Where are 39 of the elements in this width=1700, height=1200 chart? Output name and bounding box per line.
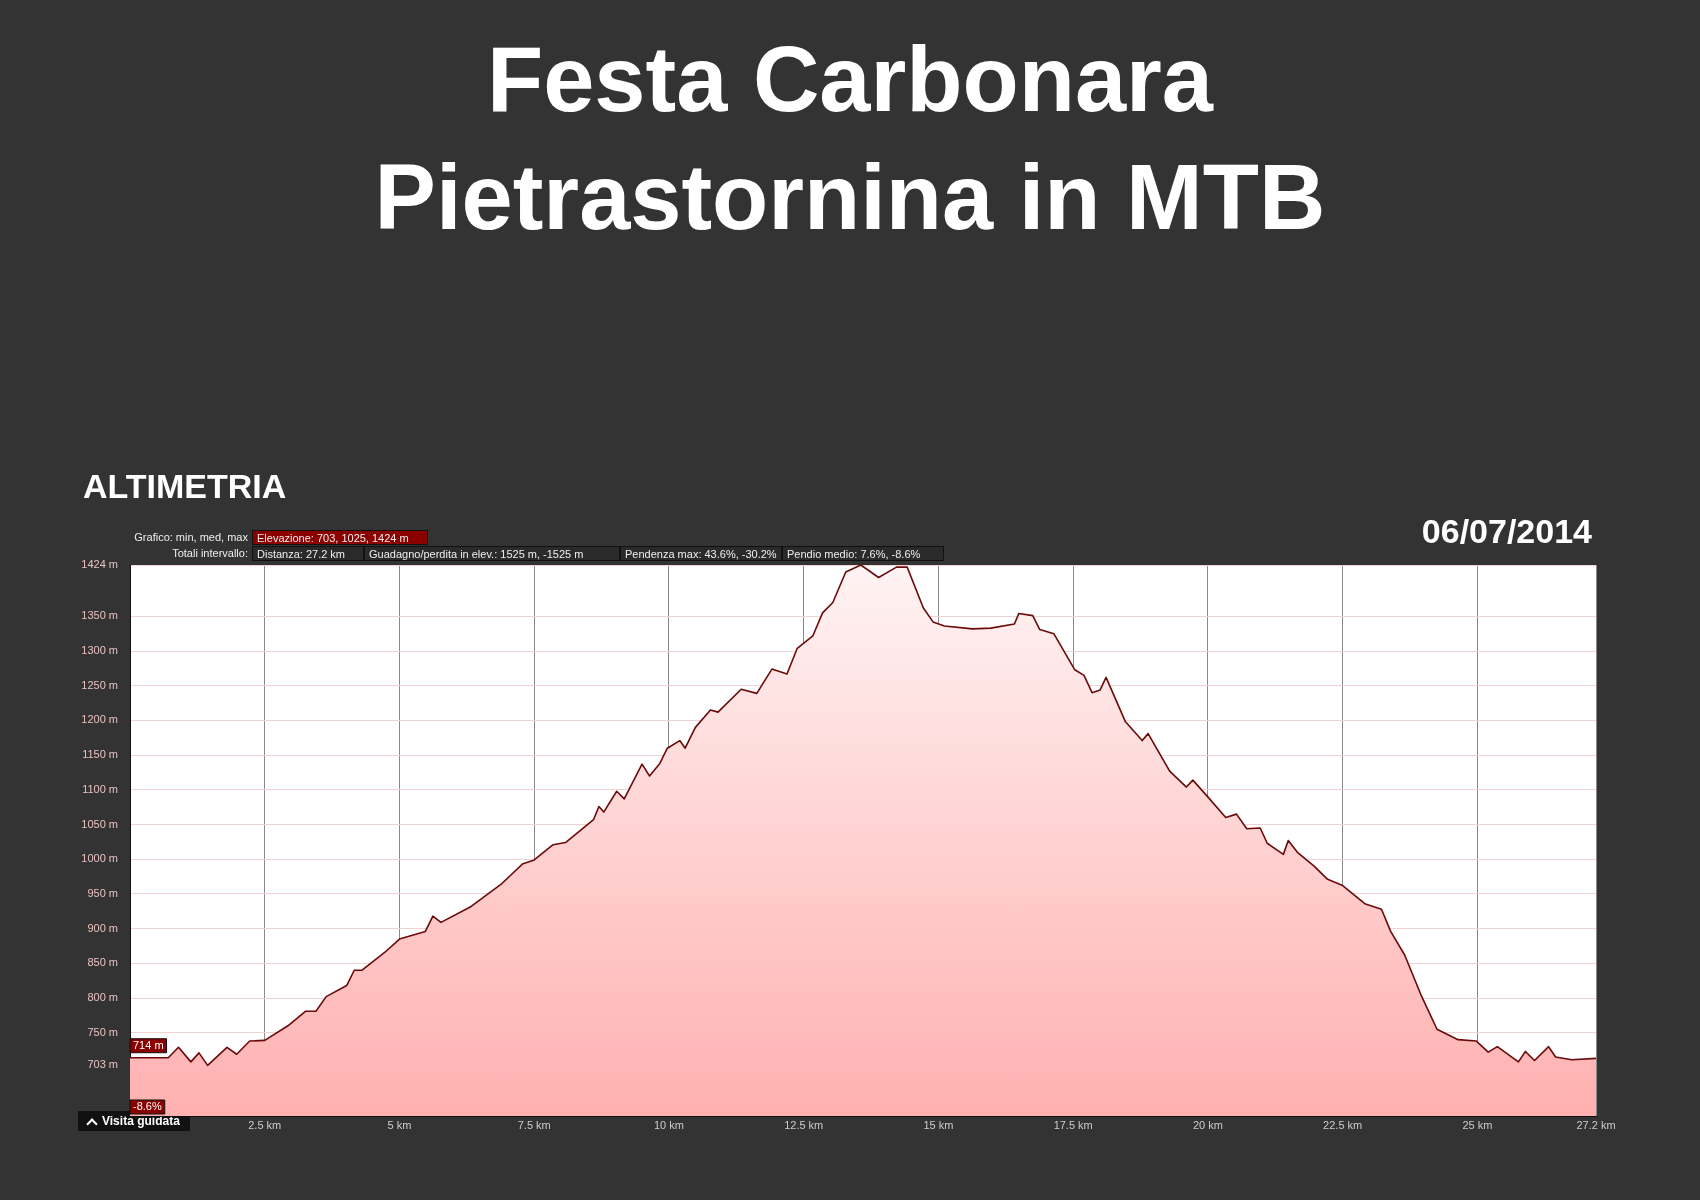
y-tick-label: 1050 m [81,817,118,830]
x-tick-label: 5 km [387,1118,412,1131]
text: 06/07/2014 [1421,512,1592,551]
text: Totali intervallo: [172,547,248,559]
annotation: -8.6% [133,1100,162,1113]
y-tick-label: 1150 m [82,748,118,761]
x-tick-label: 7.5 km [517,1118,551,1131]
y-tick-label: 1250 m [81,678,118,691]
annotation: Visita guidata [102,1114,180,1128]
x-tick-label: 20 km [1192,1118,1223,1131]
y-tick-label: 1300 m [81,644,118,657]
y-tick-label: 1424 m [81,558,118,571]
y-tick-label: 750 m [87,1025,118,1038]
text: Pendio medio: 7.6%, -8.6% [782,546,944,561]
chart-subtitle: ALTIMETRIA [83,467,287,506]
x-tick-label: 10 km [653,1118,684,1131]
y-tick-label: 1000 m [81,852,118,865]
y-tick-label: 850 m [87,956,118,969]
text: Grafico: min, med, max [133,530,249,545]
y-tick-label: 800 m [87,991,118,1004]
annotation: 714 m [133,1038,164,1051]
y-tick-label: 900 m [87,921,118,934]
text: Guadagno/perdita in elev.: 1525 m, -1525 m [364,546,620,561]
x-tick-label: 25 km [1462,1118,1493,1131]
x-tick-label: 17.5 km [1053,1118,1093,1131]
text: Pendenza max: 43.6%, -30.2% [620,546,782,561]
y-tick-label: 1100 m [82,782,118,795]
text: Distanza: 27.2 km [252,546,364,561]
x-tick-label: 2.5 km [248,1118,282,1131]
text: Elevazione: 703, 1025, 1424 m [252,530,428,545]
x-tick-label: 15 km [923,1118,954,1131]
x-tick-label: 12.5 km [784,1118,824,1131]
chart-title: Festa Carbonara Pietrastornina in MTB [373,27,1327,250]
y-tick-label: 950 m [87,886,118,899]
y-tick-label: 1200 m [81,713,118,726]
y-tick-label: 703 m [87,1058,118,1071]
x-tick-label: 27.2 km [1576,1118,1616,1131]
x-tick-label: 22.5 km [1323,1118,1363,1131]
y-tick-label: 1350 m [81,609,118,622]
